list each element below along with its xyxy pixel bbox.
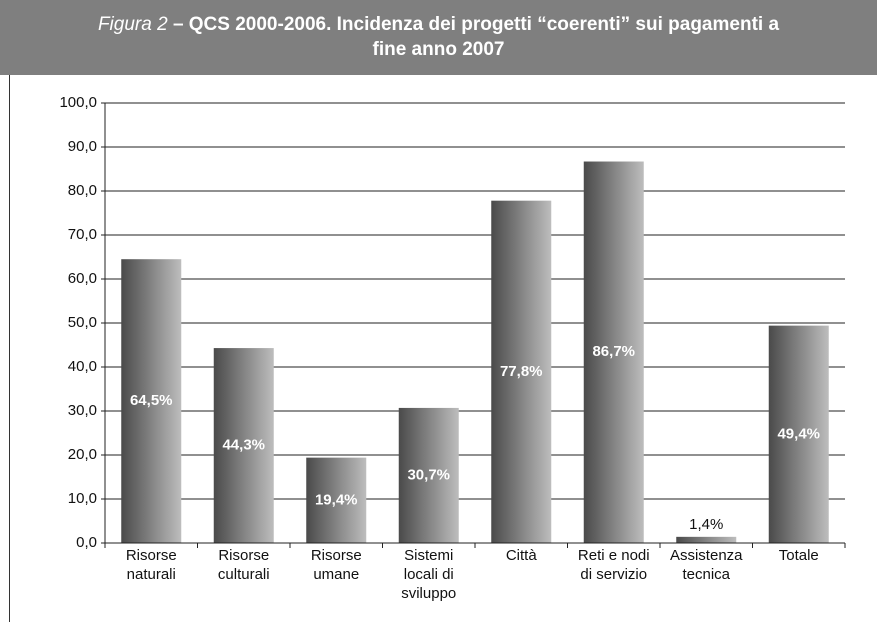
y-tick-label: 40,0 (68, 358, 97, 375)
bar (583, 161, 644, 543)
x-tick-label: Risorse naturali (125, 547, 177, 583)
value-label: 49,4% (777, 425, 820, 442)
y-tick-label: 20,0 (68, 446, 97, 463)
title-block: Figura 2 – QCS 2000-2006. Incidenza dei … (89, 12, 789, 62)
x-tick-label: Città (505, 547, 537, 564)
x-tick-label: Assistenza tecnica (669, 547, 743, 583)
bar (398, 407, 459, 543)
y-tick-label: 80,0 (68, 182, 97, 199)
bar (213, 348, 274, 543)
value-label: 64,5% (130, 392, 173, 409)
x-tick-label: Totale (778, 547, 819, 564)
value-label: 19,4% (315, 491, 358, 508)
bar (676, 536, 737, 543)
bar (768, 325, 829, 543)
figure-label: Figura 2 (97, 14, 168, 35)
y-tick-label: 90,0 (68, 138, 97, 155)
value-label: 86,7% (592, 343, 635, 360)
value-label: 1,4% (689, 516, 723, 533)
y-tick-label: 60,0 (68, 270, 97, 287)
bar (121, 259, 182, 543)
value-label: 30,7% (407, 466, 450, 483)
x-tick-label: Risorse culturali (217, 547, 270, 583)
y-tick-label: 30,0 (68, 402, 97, 419)
y-tick-label: 0,0 (76, 534, 97, 551)
value-label: 77,8% (500, 363, 543, 380)
y-tick-label: 100,0 (59, 94, 97, 111)
y-tick-label: 50,0 (68, 314, 97, 331)
y-tick-label: 10,0 (68, 490, 97, 507)
value-label: 44,3% (222, 437, 265, 454)
bar (491, 200, 552, 543)
x-tick-label: Sistemi locali di sviluppo (401, 547, 457, 602)
y-tick-label: 70,0 (68, 226, 97, 243)
chart-title: – QCS 2000-2006. Incidenza dei progetti … (172, 14, 780, 60)
x-tick-label: Risorse umane (310, 547, 362, 583)
bar (306, 457, 367, 543)
header: Figura 2 – QCS 2000-2006. Incidenza dei … (0, 0, 877, 75)
x-tick-label: Reti e nodi di servizio (577, 547, 650, 583)
